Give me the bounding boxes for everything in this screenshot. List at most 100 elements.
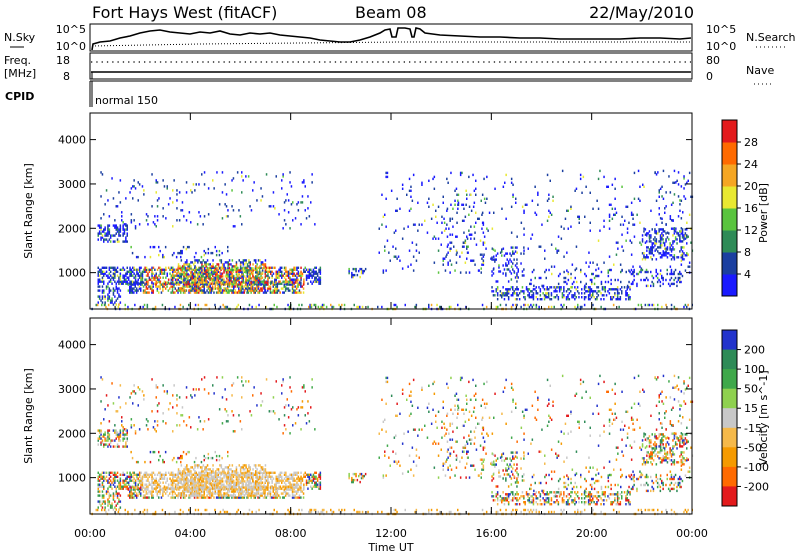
power-cell: [230, 277, 232, 280]
velocity-cell: [176, 398, 178, 401]
power-cell: [547, 294, 550, 297]
power-cell: [666, 272, 668, 276]
velocity-cell: [125, 443, 127, 446]
power-cell: [203, 171, 206, 174]
power-cell: [632, 280, 634, 284]
power-cell: [466, 197, 468, 200]
power-cell: [205, 269, 207, 272]
velocity-cell: [104, 431, 106, 434]
power-cell: [199, 278, 202, 281]
power-cell: [319, 280, 322, 283]
velocity-cell: [297, 414, 300, 417]
velocity-cell: [155, 430, 157, 433]
power-cell: [592, 272, 594, 276]
velocity-cell: [163, 487, 166, 490]
power-cell: [283, 272, 286, 275]
power-cell: [278, 289, 280, 292]
velocity-cell: [279, 473, 282, 476]
velocity-cell: [209, 471, 211, 474]
power-cell: [239, 261, 242, 264]
power-cell: [103, 282, 105, 285]
power-cell: [275, 276, 277, 279]
power-cell: [603, 219, 605, 222]
velocity-cell: [285, 475, 287, 478]
velocity-cell: [115, 429, 117, 432]
power-cell: [109, 289, 112, 292]
velocity-cell: [176, 412, 178, 415]
velocity-cell: [311, 475, 313, 478]
velocity-cell: [190, 483, 192, 486]
power-cell: [403, 227, 405, 230]
power-cell: [101, 303, 103, 307]
power-cell: [535, 286, 537, 289]
power-cell: [457, 207, 459, 210]
power-cell: [244, 289, 246, 292]
power-cell: [507, 292, 510, 295]
power-cell: [651, 246, 653, 249]
power-cell: [173, 270, 175, 273]
velocity-cell: [235, 481, 237, 484]
power-cell: [288, 305, 291, 309]
velocity-cell: [207, 392, 210, 395]
velocity-cell: [282, 479, 284, 482]
noise-tick-bottom-left: 10^0: [56, 40, 86, 53]
power-cell: [275, 291, 277, 294]
power-cell: [199, 271, 202, 274]
velocity-cell: [195, 388, 197, 391]
power-cell: [683, 177, 685, 180]
power-cell: [644, 278, 646, 282]
velocity-cell: [223, 483, 225, 486]
power-cell: [683, 252, 685, 255]
power-cell: [353, 273, 356, 277]
velocity-cell: [98, 437, 101, 440]
power-cell: [300, 274, 302, 277]
power-cell: [174, 278, 177, 281]
power-cell: [673, 278, 675, 282]
power-cell: [221, 272, 224, 275]
power-cell: [140, 272, 142, 275]
power-cell: [100, 195, 102, 198]
velocity-cell: [231, 394, 233, 397]
power-cell: [463, 241, 465, 244]
velocity-cell: [140, 488, 142, 491]
velocity-cell: [310, 473, 312, 476]
power-cell: [197, 273, 199, 276]
velocity-cell: [276, 477, 279, 480]
power-cell: [129, 291, 131, 294]
velocity-cell: [192, 492, 194, 495]
power-cell: [415, 249, 418, 252]
power-cell: [629, 298, 631, 301]
nave-label: Nave: [746, 64, 774, 77]
velocity-cell: [182, 490, 185, 493]
velocity-cell: [119, 479, 122, 482]
power-cell: [482, 231, 485, 234]
power-cell: [250, 281, 252, 284]
power-cell: [212, 265, 214, 268]
power-cell: [145, 274, 148, 277]
power-cell: [680, 246, 682, 249]
power-cell: [428, 303, 430, 307]
power-cell: [314, 270, 316, 273]
power-cell: [133, 287, 135, 290]
velocity-cell: [281, 481, 283, 484]
power-cell: [672, 248, 674, 251]
power-cell: [296, 266, 298, 269]
power-cell: [151, 285, 153, 288]
power-cell: [593, 290, 595, 293]
power-cell: [173, 274, 175, 277]
power-cell: [216, 273, 218, 276]
power-cell: [512, 303, 514, 307]
power-cell: [618, 292, 620, 295]
power-cell: [184, 263, 187, 266]
velocity-cell: [143, 394, 145, 397]
power-cell: [179, 303, 182, 307]
power-cell: [248, 279, 250, 282]
velocity-cell: [107, 479, 109, 482]
velocity-cell: [188, 416, 191, 419]
power-cell: [107, 282, 109, 285]
power-cell: [260, 266, 262, 269]
velocity-cell: [121, 424, 123, 427]
velocity-cell: [275, 483, 277, 486]
velocity-cell: [209, 477, 211, 480]
power-cell: [648, 248, 651, 251]
